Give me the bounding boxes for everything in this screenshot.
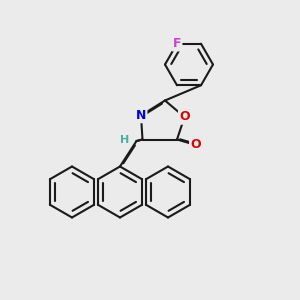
Text: O: O: [179, 110, 190, 124]
Text: N: N: [136, 109, 146, 122]
Text: F: F: [173, 37, 181, 50]
Text: H: H: [121, 135, 130, 146]
Text: O: O: [190, 138, 201, 152]
